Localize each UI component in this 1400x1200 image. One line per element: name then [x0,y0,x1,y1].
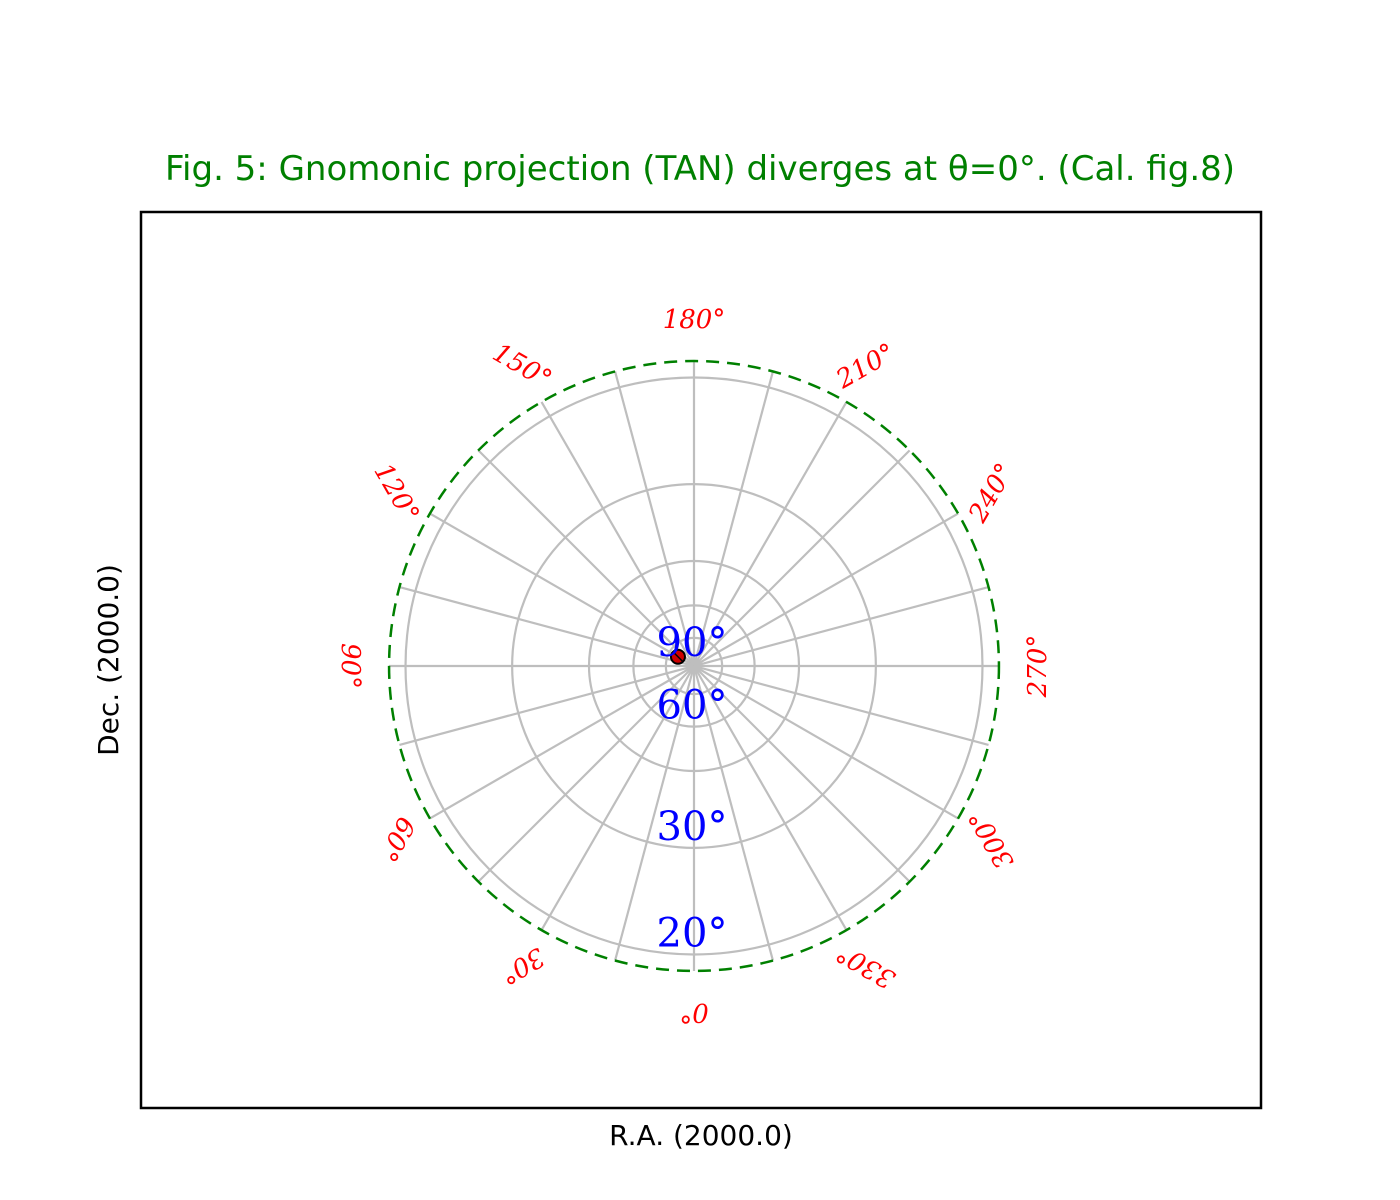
meridian-ra-15 [614,665,696,961]
y-axis-label: Dec. (2000.0) [92,564,125,756]
ra-tick-label-120: 120° [368,458,425,527]
dec-tick-label-30: 30° [657,804,728,850]
ra-tick-label-90: 90° [335,643,365,689]
meridian-ra-240 [693,512,959,667]
graticule [387,359,1001,973]
meridian-ra-135 [477,449,695,667]
meridian-ra-225 [693,449,911,667]
parallel-dec-20 [404,376,984,956]
ra-tick-label-240: 240° [963,458,1021,528]
meridian-ra-45 [477,665,695,883]
meridian-ra-165 [614,371,696,667]
ra-tick-label-210: 210° [831,338,901,396]
dec-tick-label-60: 60° [657,683,728,729]
meridian-ra-75 [399,664,695,746]
parallel-dec-30 [511,483,877,849]
ra-tick-label-150: 150° [487,338,556,395]
ra-tick-label-30: 30° [495,941,550,990]
meridian-ra-60 [429,665,695,820]
meridian-ra-330 [693,665,848,931]
ra-tick-label-180: 180° [663,305,726,335]
parallel-dec-45 [587,559,801,773]
ra-tick-label-60: 60° [372,812,421,867]
data-marker-cross [672,651,684,663]
meridian-ra-345 [692,665,774,961]
projection-boundary [387,359,1001,973]
meridian-ra-255 [693,586,989,668]
meridian-ra-285 [693,664,989,746]
dec-tick-label-20: 20° [657,910,728,956]
meridian-ra-120 [429,512,695,667]
parallel-dec-60 [632,604,756,728]
x-axis-label: R.A. (2000.0) [609,1119,793,1152]
chart-title: Fig. 5: Gnomonic projection (TAN) diverg… [165,149,1235,189]
meridian-ra-210 [693,401,848,667]
ra-tick-label-330: 330° [831,937,900,994]
plot-frame [139,210,1263,1110]
meridian-ra-150 [540,401,695,667]
ra-tick-label-0: 0° [679,997,709,1027]
ra-tick-label-270: 270° [1023,635,1053,699]
meridian-ra-30 [540,665,695,931]
meridian-ra-315 [693,665,911,883]
meridian-ra-195 [692,371,774,667]
parallel-dec-75 [664,636,724,696]
meridian-ra-105 [399,586,695,668]
ra-tick-label-300: 300° [963,804,1020,873]
dec-tick-label-90: 90° [657,620,728,666]
meridian-ra-300 [693,665,959,820]
